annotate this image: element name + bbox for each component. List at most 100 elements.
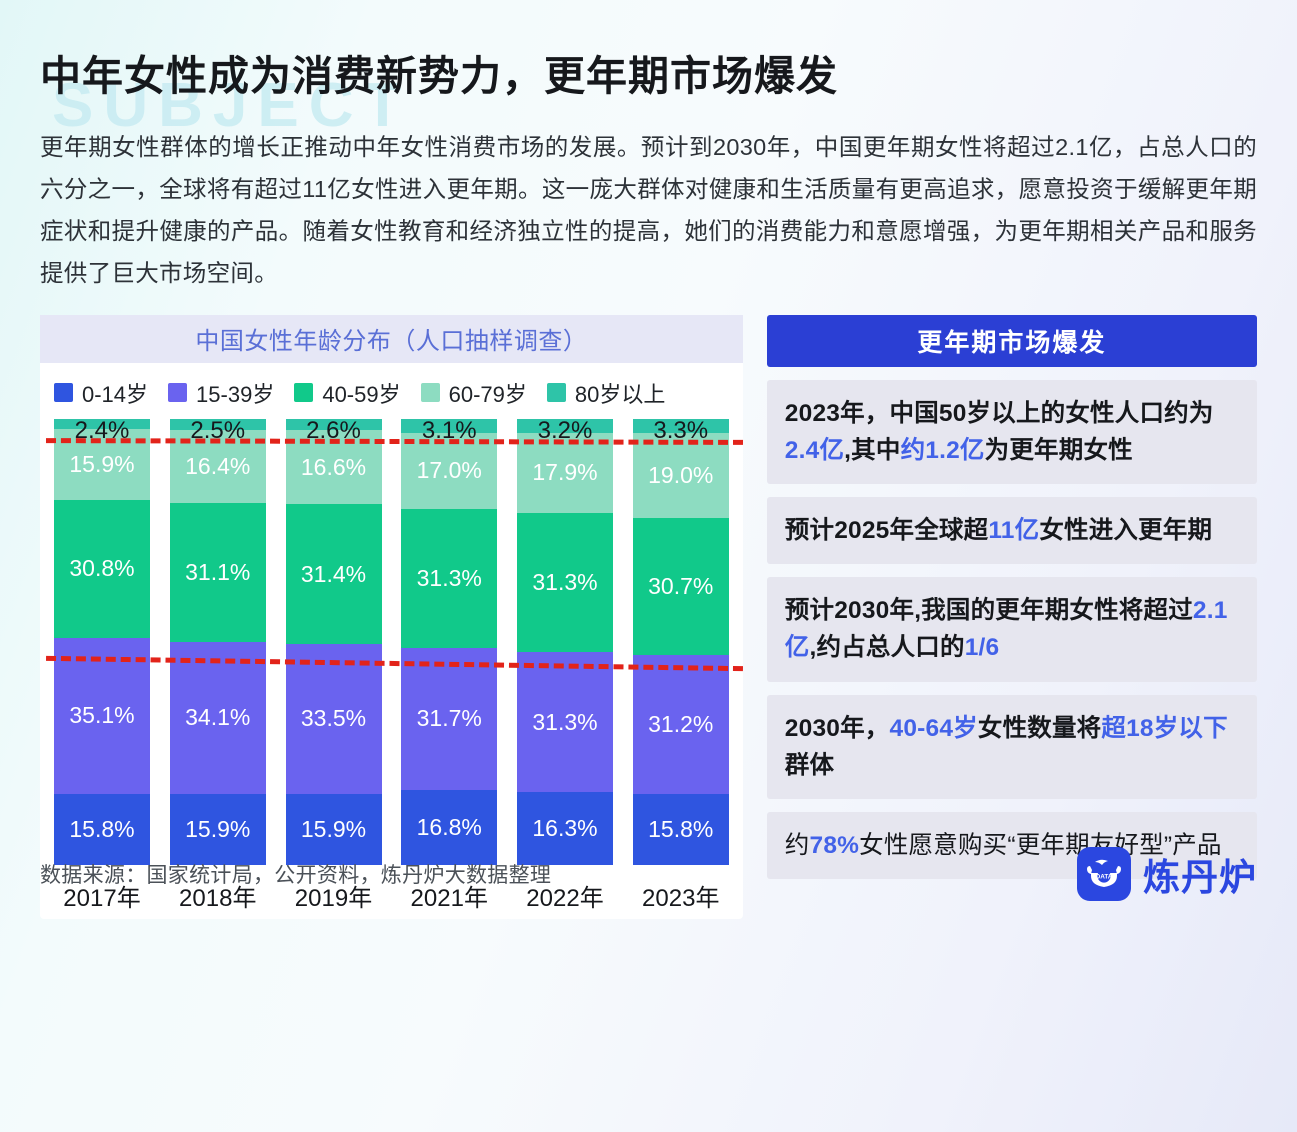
fact-text: 群体: [784, 751, 835, 779]
fact-card: 2023年，中国50岁以上的女性人口约为 2.4亿,其中约1.2亿为更年期女性: [766, 379, 1257, 484]
intro-paragraph: 更年期女性群体的增长正推动中年女性消费市场的发展。预计到2030年，中国更年期女…: [40, 134, 1257, 286]
fact-card-list: 2023年，中国50岁以上的女性人口约为 2.4亿,其中约1.2亿为更年期女性预计…: [766, 379, 1257, 880]
bar-segment[interactable]: 31.4%: [285, 504, 382, 645]
legend-item[interactable]: 40-59岁: [294, 377, 401, 409]
bar-segment[interactable]: 15.9%: [54, 429, 150, 501]
fact-text: 女性进入更年期: [1039, 516, 1213, 544]
chart-panel: 中国女性年龄分布（人口抽样调查） 0-14岁 15-39岁 40-59岁 60-79岁…: [40, 314, 743, 919]
bar-column[interactable]: 3.1%3.1%17.0%31.3%31.7%16.8% 2021年: [401, 416, 498, 913]
fact-text: ,其中: [844, 436, 901, 464]
bar-segment[interactable]: 17.0%: [401, 432, 498, 509]
bar-column[interactable]: 3.2%3.2%17.9%31.3%31.3%16.3%2022年: [517, 417, 613, 913]
x-axis-label: 2023年: [642, 884, 720, 912]
fact-highlight: 1/6: [964, 634, 1000, 662]
bar-segment[interactable]: 16.8%: [401, 789, 498, 865]
fact-highlight: 约1.2亿: [900, 436, 985, 464]
bar-segment[interactable]: 31.7%: [401, 648, 498, 790]
bar-segment[interactable]: 15.8%: [54, 794, 150, 865]
bar-segment[interactable]: 3.2%: [517, 418, 613, 433]
page-title: 中年女性成为消费新势力，更年期市场爆发: [40, 53, 838, 99]
legend-item[interactable]: 80岁以上: [546, 377, 666, 409]
fact-card: 预计2025年全球超11亿女性进入更年期: [766, 496, 1257, 565]
bar-column[interactable]: 2.4%2.4%15.9%30.8%35.1%15.8% 2017年: [54, 417, 150, 913]
legend-label: 0-14岁: [82, 381, 149, 407]
bar-segment[interactable]: 3.3%: [632, 418, 729, 434]
x-axis-label: 2022年: [526, 884, 604, 912]
bar-segment[interactable]: 19.0%: [632, 433, 729, 518]
fact-text: 预计2025年全球超: [784, 516, 989, 544]
fact-text: 2023年，中国50岁以上的女性人口约为: [784, 399, 1214, 427]
bar-segment[interactable]: 30.7%: [632, 517, 729, 655]
legend-item[interactable]: 15-39岁: [168, 377, 274, 409]
bar-segment[interactable]: 31.3%: [517, 652, 613, 792]
legend-swatch: [546, 383, 566, 402]
x-axis-label: 2017年: [63, 884, 141, 912]
side-panel: 更年期市场爆发 2023年，中国50岁以上的女性人口约为 2.4亿,其中约1.2亿…: [766, 314, 1257, 880]
fact-text: ,约占总人口的: [809, 634, 965, 662]
bar-stack: 2.4%15.9%30.8%35.1%15.8%: [54, 418, 150, 865]
bar-segment[interactable]: 33.5%: [285, 644, 382, 794]
chart-plot-area: 2.4%2.4%15.9%30.8%35.1%15.8% 2017年 2.5%2.5…: [40, 413, 743, 913]
fact-highlight: 40-64岁: [889, 714, 978, 742]
x-axis-label: 2019年: [294, 884, 373, 912]
chart-title-bar: 中国女性年龄分布（人口抽样调查）: [40, 314, 743, 363]
page-root: 中年女性成为消费新势力，更年期市场爆发 更年期女性群体的增长正推动中年女性消费市…: [0, 52, 1297, 919]
bar-segment[interactable]: 16.4%: [169, 429, 266, 503]
bar-column[interactable]: 2.6%2.6%16.6%31.4%33.5%15.9% 2019年: [285, 417, 382, 913]
bar-top-label: 3.1%: [421, 416, 477, 444]
bar-segment[interactable]: 34.1%: [169, 641, 266, 794]
footer: 数据来源：国家统计局，公开资料，炼丹炉大数据整理 DATA 炼丹炉: [40, 846, 1257, 901]
legend-item[interactable]: 0-14岁: [54, 377, 148, 409]
fact-card: 2030年，40-64岁女性数量将超18岁以下群体: [766, 694, 1257, 800]
chart-title: 中国女性年龄分布（人口抽样调查）: [195, 328, 588, 355]
fact-card: 约78%女性愿意购买“更年期友好型”产品: [766, 812, 1257, 880]
fact-highlight: 2.1亿: [784, 597, 1228, 662]
bar-segment[interactable]: 15.9%: [285, 793, 382, 865]
brand-logo: DATA 炼丹炉: [1077, 846, 1257, 901]
side-panel-header-label: 更年期市场爆发: [917, 328, 1107, 357]
bar-segment[interactable]: 35.1%: [54, 637, 150, 795]
bar-segment[interactable]: 3.1%: [401, 418, 498, 433]
bar-column[interactable]: 2.5%2.5%16.4%31.1%34.1%15.9% 2018年: [169, 416, 266, 913]
legend-swatch: [294, 383, 314, 402]
fact-text: 2030年，: [784, 714, 890, 742]
legend-label: 80岁以上: [574, 381, 666, 407]
legend-item[interactable]: 60-79岁: [420, 377, 527, 409]
bar-segment[interactable]: 16.6%: [285, 430, 382, 505]
fact-text: 为更年期女性: [984, 436, 1133, 464]
fact-highlight: 78%: [809, 832, 860, 860]
bar-segment[interactable]: 31.1%: [169, 502, 266, 642]
bar-column[interactable]: 3.3%3.3%19.0%30.7%31.2%15.8% 2023年: [632, 416, 729, 913]
svg-text:DATA: DATA: [1096, 873, 1113, 880]
data-source-note: 数据来源：国家统计局，公开资料，炼丹炉大数据整理: [40, 863, 552, 887]
bar-stack: 2.6%16.6%31.4%33.5%15.9%: [285, 418, 382, 865]
fact-highlight: 11亿: [988, 516, 1040, 544]
bar-stack: 3.3%19.0%30.7%31.2%15.8%: [632, 418, 729, 865]
bar-segment[interactable]: 2.6%: [285, 418, 382, 431]
brand-name: 炼丹炉: [1143, 856, 1257, 898]
bar-segment[interactable]: 17.9%: [517, 432, 613, 513]
fact-text: 约: [784, 832, 810, 860]
bar-segment[interactable]: 15.9%: [169, 793, 266, 865]
legend-label: 15-39岁: [196, 381, 275, 407]
bar-segment[interactable]: 2.4%: [54, 418, 150, 430]
bar-top-label: 3.3%: [653, 416, 709, 444]
bar-segment[interactable]: 15.8%: [632, 794, 729, 865]
bar-segment[interactable]: 2.5%: [169, 418, 266, 430]
watermark-text: SUBJECT: [52, 71, 412, 140]
legend-swatch: [168, 383, 188, 402]
bar-top-label: 2.5%: [190, 416, 246, 444]
chart-legend: 0-14岁 15-39岁 40-59岁 60-79岁 80岁以上: [40, 363, 743, 413]
bar-segment[interactable]: 16.3%: [517, 791, 613, 865]
x-axis-label: 2018年: [179, 884, 257, 912]
fact-text: 女性数量将: [977, 714, 1102, 742]
bar-segment[interactable]: 31.3%: [401, 508, 498, 649]
bar-segment[interactable]: 30.8%: [54, 500, 150, 638]
legend-label: 60-79岁: [448, 381, 527, 407]
fact-text: 女性愿意购买“更年期友好型”产品: [859, 832, 1222, 860]
bar-segment[interactable]: 31.2%: [632, 654, 729, 795]
bar-segment[interactable]: 31.3%: [517, 512, 613, 653]
bar-stack: 3.1%17.0%31.3%31.7%16.8%: [401, 418, 498, 865]
bar-top-label: 3.2%: [537, 416, 593, 444]
legend-label: 40-59岁: [322, 381, 401, 407]
